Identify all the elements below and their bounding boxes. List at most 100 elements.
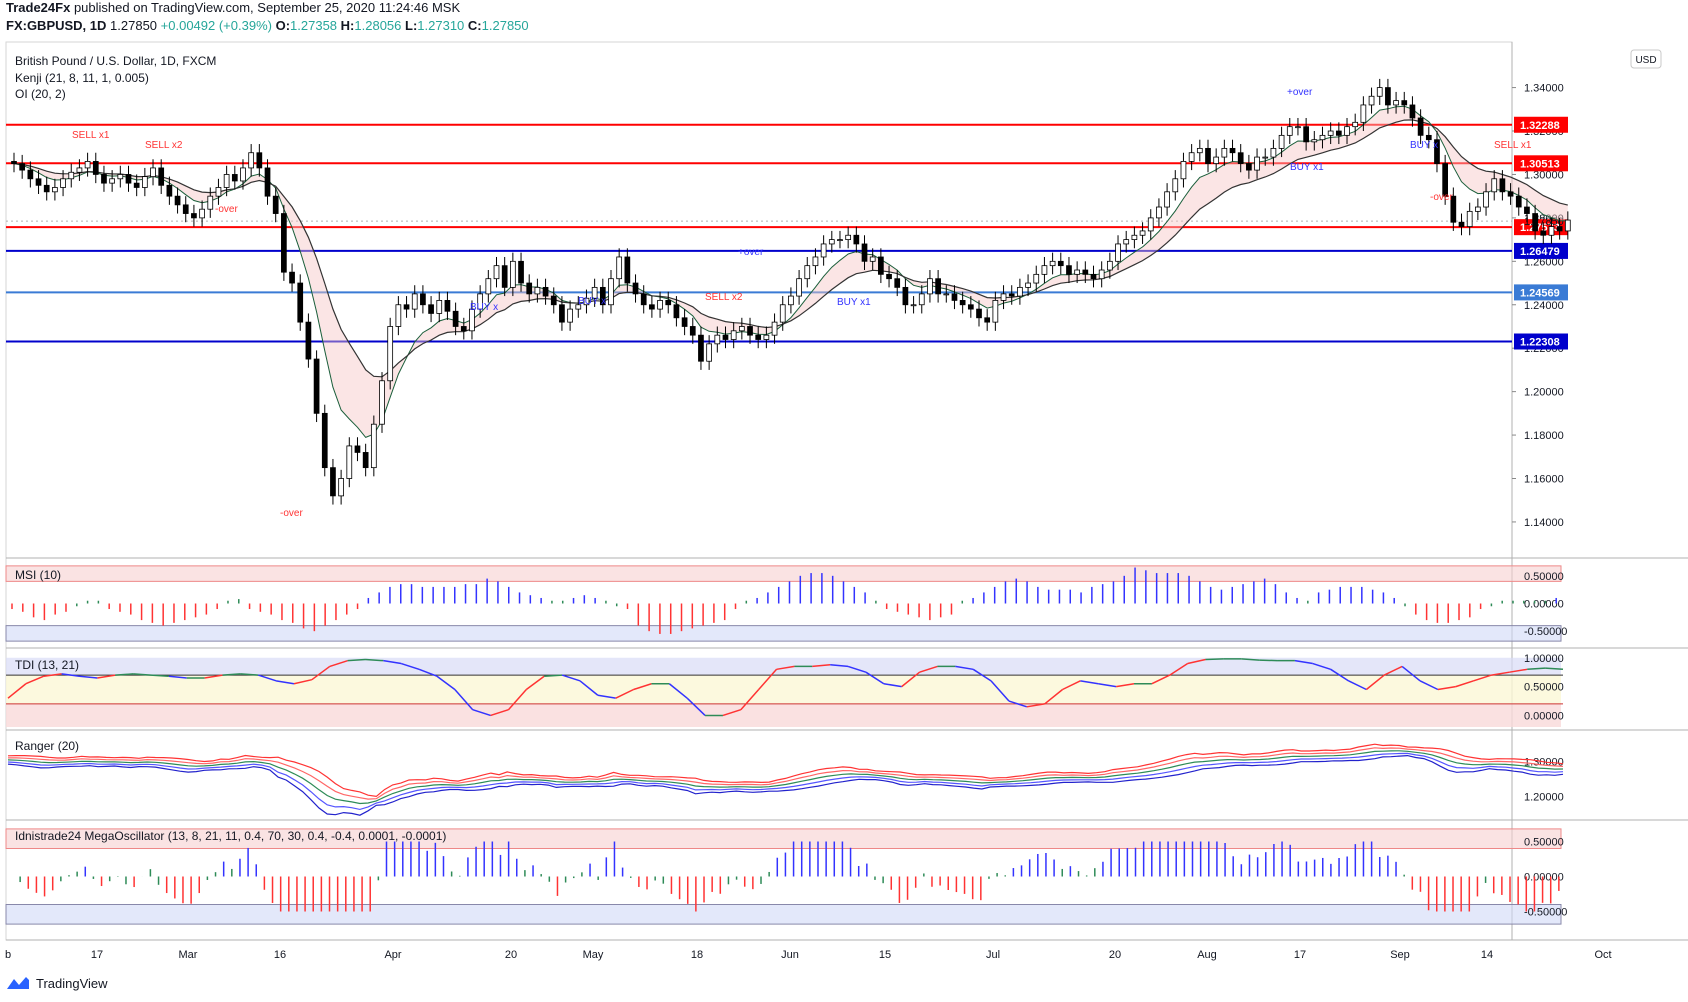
level-label-text: 1.24569 xyxy=(1520,287,1560,299)
candle-body xyxy=(1507,191,1514,197)
candle xyxy=(493,256,500,288)
candle-body xyxy=(526,282,533,295)
candle-body xyxy=(387,326,394,382)
tdi-segment xyxy=(686,697,706,717)
candle xyxy=(379,372,385,433)
price-tick-label: 1.34000 xyxy=(1524,83,1564,95)
tdi-mid-zone xyxy=(6,675,1561,704)
candle-body xyxy=(117,174,124,180)
candle-body xyxy=(1262,156,1269,159)
candle xyxy=(1425,126,1432,149)
tdi-segment xyxy=(400,662,420,671)
candle-body xyxy=(673,304,680,319)
candle xyxy=(918,285,925,314)
candle-body xyxy=(1483,191,1489,208)
candle-body xyxy=(428,304,434,314)
candle-body xyxy=(330,467,336,497)
kenji-slow-line xyxy=(13,119,1568,378)
candle-body xyxy=(60,178,66,188)
candle xyxy=(1147,209,1154,240)
candle-body xyxy=(1000,293,1007,301)
candle xyxy=(608,270,614,314)
level-label-box xyxy=(1514,219,1568,236)
candle xyxy=(35,170,42,194)
tdi-segment xyxy=(436,675,456,691)
candle xyxy=(730,322,737,349)
candle-body xyxy=(788,295,794,306)
footer: TradingView xyxy=(6,975,108,991)
candle xyxy=(1164,183,1170,216)
candle xyxy=(150,159,156,186)
tdi-segment xyxy=(544,674,563,677)
candle-body xyxy=(1319,134,1326,141)
tdi-segment xyxy=(1062,680,1081,691)
candle xyxy=(1409,96,1416,127)
candle xyxy=(370,415,377,477)
candle-body xyxy=(43,184,50,193)
candle xyxy=(68,163,75,188)
level-label-box xyxy=(1514,284,1568,301)
candle xyxy=(264,159,271,205)
signal-annotation: SELL x2 xyxy=(145,140,183,151)
candle xyxy=(771,313,778,344)
candle-body xyxy=(477,293,484,310)
candle-body xyxy=(763,334,770,340)
candle xyxy=(76,159,83,181)
signal-annotation: BUY x1 xyxy=(1290,162,1324,173)
candle-body xyxy=(902,286,909,306)
footer-brand[interactable]: TradingView xyxy=(36,975,108,991)
candle-body xyxy=(976,308,982,319)
signal-annotation: -over xyxy=(1430,192,1453,203)
candle-body xyxy=(289,271,295,284)
time-tick-label: 15 xyxy=(879,949,891,961)
price-tick-label: 1.18000 xyxy=(1524,430,1564,442)
candle-body xyxy=(951,293,958,301)
tdi-segment xyxy=(79,675,98,679)
tdi-segment xyxy=(1098,682,1117,688)
ranger-title: Ranger (20) xyxy=(15,739,79,753)
candle xyxy=(1524,198,1530,223)
candle-body xyxy=(346,445,353,479)
tdi-lower-zone xyxy=(6,703,1561,727)
signal-annotation: BUY x1 xyxy=(837,297,871,308)
candle xyxy=(444,291,451,320)
tdi-segment xyxy=(1419,680,1439,691)
candle xyxy=(436,291,443,323)
publisher-name[interactable]: Trade24Fx xyxy=(6,0,71,15)
candle xyxy=(1401,91,1408,114)
candle-body xyxy=(1082,269,1089,275)
candle xyxy=(207,187,214,218)
candle-body xyxy=(665,300,672,306)
candle-body xyxy=(1401,100,1408,106)
candle xyxy=(984,309,991,331)
candle-body xyxy=(828,239,835,245)
candle-body xyxy=(158,167,165,186)
candle xyxy=(84,152,91,177)
tdi-segment xyxy=(561,674,581,682)
candle-body xyxy=(1532,213,1538,232)
tdi-segment xyxy=(972,668,992,682)
candle-body xyxy=(559,304,565,323)
candle-body xyxy=(501,265,508,288)
candle xyxy=(1033,265,1040,292)
candle-body xyxy=(1515,195,1522,208)
candle xyxy=(1221,139,1228,166)
candle-body xyxy=(92,161,99,175)
level-label-box xyxy=(1514,242,1568,259)
candle-body xyxy=(305,321,312,360)
candle xyxy=(1066,256,1072,284)
candle-body xyxy=(567,308,573,323)
time-tick-label: 18 xyxy=(691,949,703,961)
tdi-segment xyxy=(1509,668,1528,673)
tdi-tick-label: 0.00000 xyxy=(1524,710,1564,722)
candle xyxy=(403,296,410,318)
tdi-segment xyxy=(7,683,27,699)
candle xyxy=(755,326,762,349)
candle-body xyxy=(199,208,205,219)
tdi-segment xyxy=(383,659,402,665)
time-tick-label: 14 xyxy=(1481,949,1493,961)
tdi-segment xyxy=(25,675,45,685)
candle xyxy=(657,291,663,318)
candle xyxy=(1156,198,1162,227)
